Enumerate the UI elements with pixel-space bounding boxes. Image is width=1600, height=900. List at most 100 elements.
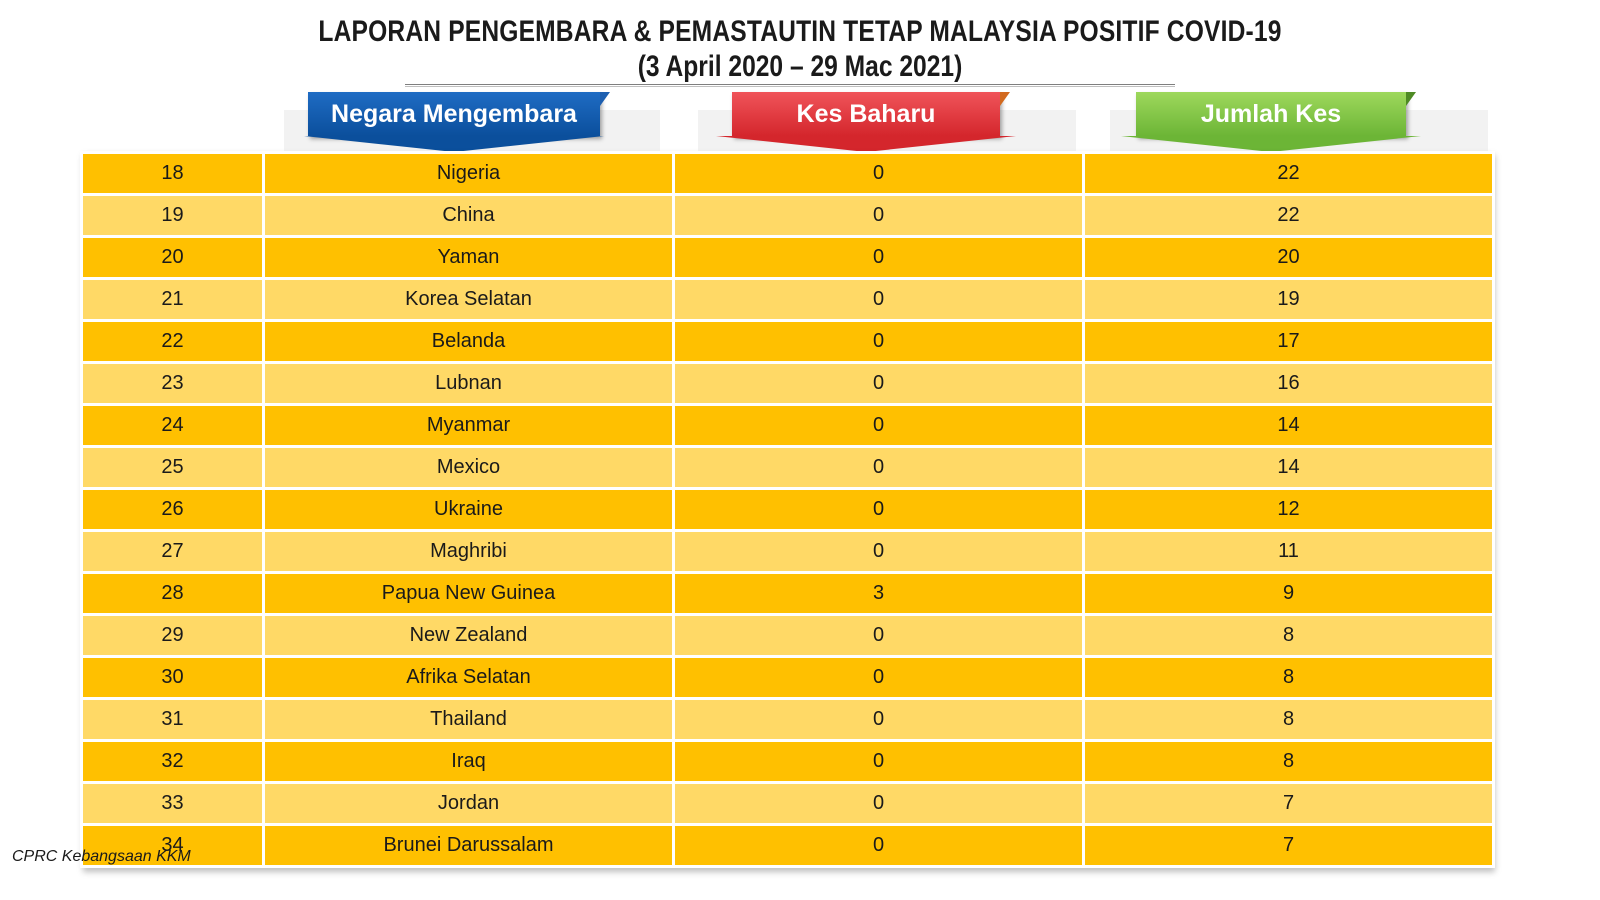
new-cases-cell: 0 [672, 403, 1085, 448]
total-cases-cell: 8 [1082, 739, 1495, 784]
country-cell: Thailand [262, 697, 675, 742]
country-cell: Nigeria [262, 151, 675, 196]
total-cases-cell: 22 [1082, 193, 1495, 238]
table-row: 33 Jordan 0 7 [80, 781, 1495, 826]
total-cases-cell: 11 [1082, 529, 1495, 574]
row-number-cell: 29 [80, 613, 265, 658]
country-cell: Papua New Guinea [262, 571, 675, 616]
country-cell: Jordan [262, 781, 675, 826]
table-row: 23 Lubnan 0 16 [80, 361, 1495, 406]
header-total-cases-fold [1406, 92, 1416, 106]
country-cell: Iraq [262, 739, 675, 784]
report-title: LAPORAN PENGEMBARA & PEMASTAUTIN TETAP M… [0, 14, 1600, 84]
country-cell: New Zealand [262, 613, 675, 658]
country-cell: Afrika Selatan [262, 655, 675, 700]
cases-table-body: 18 Nigeria 0 22 19 China 0 22 20 Yaman 0 20 21 Korea … [80, 151, 1495, 868]
row-number-cell: 18 [80, 151, 265, 196]
row-number-cell: 30 [80, 655, 265, 700]
table-row: 22 Belanda 0 17 [80, 319, 1495, 364]
table-row: 18 Nigeria 0 22 [80, 151, 1495, 196]
new-cases-cell: 0 [672, 361, 1085, 406]
table-row: 29 New Zealand 0 8 [80, 613, 1495, 658]
total-cases-cell: 8 [1082, 697, 1495, 742]
total-cases-cell: 7 [1082, 781, 1495, 826]
row-number-cell: 34 [80, 823, 265, 868]
row-number-cell: 19 [80, 193, 265, 238]
cases-table: 18 Nigeria 0 22 19 China 0 22 20 Yaman 0 20 21 Korea … [80, 151, 1495, 868]
table-row: 24 Myanmar 0 14 [80, 403, 1495, 448]
new-cases-cell: 0 [672, 529, 1085, 574]
country-cell: Myanmar [262, 403, 675, 448]
header-new-cases-arrow [716, 136, 1016, 152]
new-cases-cell: 0 [672, 193, 1085, 238]
total-cases-cell: 19 [1082, 277, 1495, 322]
table-row: 31 Thailand 0 8 [80, 697, 1495, 742]
country-cell: Maghribi [262, 529, 675, 574]
table-row: 19 China 0 22 [80, 193, 1495, 238]
new-cases-cell: 0 [672, 823, 1085, 868]
header-new-cases: Kes Baharu [716, 92, 1016, 152]
report-title-line1: LAPORAN PENGEMBARA & PEMASTAUTIN TETAP M… [318, 15, 1282, 48]
row-number-cell: 28 [80, 571, 265, 616]
table-row: 30 Afrika Selatan 0 8 [80, 655, 1495, 700]
country-cell: Brunei Darussalam [262, 823, 675, 868]
new-cases-cell: 0 [672, 739, 1085, 784]
row-number-cell: 31 [80, 697, 265, 742]
new-cases-cell: 0 [672, 781, 1085, 826]
new-cases-cell: 0 [672, 445, 1085, 490]
header-total-cases-label: Jumlah Kes [1200, 99, 1342, 128]
country-cell: Mexico [262, 445, 675, 490]
new-cases-cell: 0 [672, 235, 1085, 280]
total-cases-cell: 22 [1082, 151, 1495, 196]
header-country-fold [600, 92, 610, 106]
row-number-cell: 25 [80, 445, 265, 490]
total-cases-cell: 12 [1082, 487, 1495, 532]
row-number-cell: 24 [80, 403, 265, 448]
table-row: 28 Papua New Guinea 3 9 [80, 571, 1495, 616]
table-row: 26 Ukraine 0 12 [80, 487, 1495, 532]
new-cases-cell: 0 [672, 319, 1085, 364]
country-cell: Ukraine [262, 487, 675, 532]
country-cell: Belanda [262, 319, 675, 364]
header-country-arrow [304, 136, 604, 152]
new-cases-cell: 3 [672, 571, 1085, 616]
header-total-cases-arrow [1121, 136, 1421, 152]
title-underline [405, 84, 1175, 87]
table-row: 25 Mexico 0 14 [80, 445, 1495, 490]
header-country-label: Negara Mengembara [331, 99, 577, 128]
total-cases-cell: 7 [1082, 823, 1495, 868]
new-cases-cell: 0 [672, 487, 1085, 532]
total-cases-cell: 9 [1082, 571, 1495, 616]
table-row: 20 Yaman 0 20 [80, 235, 1495, 280]
total-cases-cell: 20 [1082, 235, 1495, 280]
new-cases-cell: 0 [672, 697, 1085, 742]
row-number-cell: 22 [80, 319, 265, 364]
total-cases-cell: 14 [1082, 445, 1495, 490]
total-cases-cell: 8 [1082, 655, 1495, 700]
new-cases-cell: 0 [672, 655, 1085, 700]
header-new-cases-fold [1000, 92, 1010, 106]
total-cases-cell: 8 [1082, 613, 1495, 658]
country-cell: Lubnan [262, 361, 675, 406]
total-cases-cell: 16 [1082, 361, 1495, 406]
new-cases-cell: 0 [672, 151, 1085, 196]
row-number-cell: 23 [80, 361, 265, 406]
report-date-range: (3 April 2020 – 29 Mac 2021) [637, 50, 963, 83]
row-number-cell: 32 [80, 739, 265, 784]
table-row: 34 Brunei Darussalam 0 7 [80, 823, 1495, 868]
row-number-cell: 20 [80, 235, 265, 280]
country-cell: Yaman [262, 235, 675, 280]
row-number-cell: 33 [80, 781, 265, 826]
header-country: Negara Mengembara [304, 92, 610, 152]
row-number-cell: 27 [80, 529, 265, 574]
table-row: 21 Korea Selatan 0 19 [80, 277, 1495, 322]
table-row: 32 Iraq 0 8 [80, 739, 1495, 784]
table-row: 27 Maghribi 0 11 [80, 529, 1495, 574]
header-new-cases-label: Kes Baharu [796, 99, 936, 128]
total-cases-cell: 17 [1082, 319, 1495, 364]
new-cases-cell: 0 [672, 613, 1085, 658]
country-cell: China [262, 193, 675, 238]
header-total-cases: Jumlah Kes [1121, 92, 1421, 152]
total-cases-cell: 14 [1082, 403, 1495, 448]
new-cases-cell: 0 [672, 277, 1085, 322]
